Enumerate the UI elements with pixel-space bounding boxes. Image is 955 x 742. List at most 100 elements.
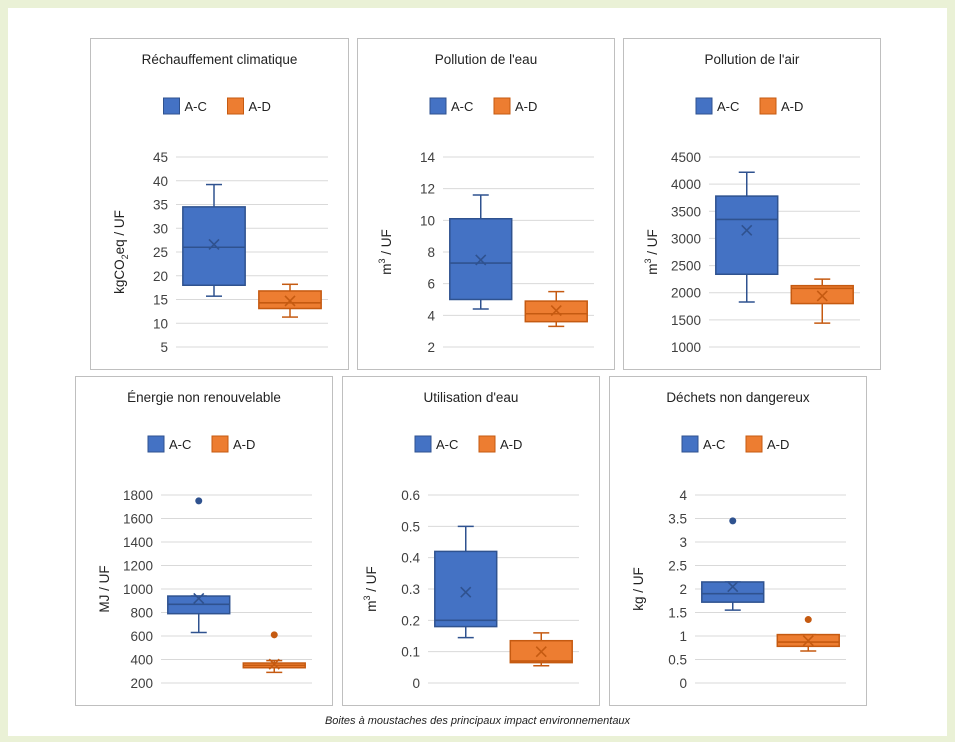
chart-title: Pollution de l'eau <box>435 52 537 67</box>
box-a-d <box>790 278 854 324</box>
outlier-point <box>270 631 278 639</box>
box-a-c <box>167 497 231 634</box>
legend-swatch-a-c <box>695 97 713 115</box>
y-tick-label: 1200 <box>123 559 153 574</box>
legend-label-a-d: A-D <box>767 437 789 452</box>
y-tick-label: 4000 <box>671 177 701 192</box>
y-tick-label: 8 <box>427 245 435 260</box>
box-iqr <box>449 218 513 301</box>
y-tick-label: 1600 <box>123 512 153 527</box>
legend-swatch-a-c <box>147 435 165 453</box>
y-axis-label: kgCO2eq / UF <box>112 210 130 294</box>
legend-swatch-a-d <box>493 97 511 115</box>
legend-label-a-d: A-D <box>233 437 255 452</box>
y-tick-label: 0.6 <box>401 488 420 503</box>
box-a-d <box>258 283 322 318</box>
chart-svg: Pollution de l'air A-C A-D 1000 1500 2000 2500… <box>643 52 860 355</box>
mean-marker <box>284 295 296 307</box>
chart-svg: Réchauffement climatique A-C A-D 5 10 15 20 25 3… <box>112 52 328 355</box>
mean-marker <box>535 646 547 658</box>
box-iqr <box>258 290 322 310</box>
y-tick-label: 25 <box>153 245 168 260</box>
y-tick-label: 4 <box>679 488 687 503</box>
y-axis-label: m3 / UF <box>643 229 660 275</box>
box-iqr <box>790 284 854 305</box>
box-a-d <box>776 616 840 652</box>
legend-swatch-a-d <box>478 435 496 453</box>
mean-marker <box>268 658 280 670</box>
legend-label-a-d: A-D <box>249 99 271 114</box>
outlier-point <box>729 517 737 525</box>
y-tick-label: 3500 <box>671 204 701 219</box>
chart-svg: Déchets non dangereux A-C A-D 0 0.5 1 1.5 2 2.5 3… <box>631 390 846 691</box>
y-tick-label: 4500 <box>671 150 701 165</box>
chart-svg: Pollution de l'eau A-C A-D 2 4 6 8 10 12 14 m3 / U… <box>377 52 594 355</box>
box-a-d <box>242 631 306 674</box>
y-tick-label: 12 <box>420 182 435 197</box>
y-tick-label: 0.4 <box>401 551 420 566</box>
y-tick-label: 45 <box>153 150 168 165</box>
legend-label-a-c: A-C <box>185 99 207 114</box>
y-tick-label: 0.3 <box>401 582 420 597</box>
mean-marker <box>475 254 487 266</box>
mean-marker <box>460 586 472 598</box>
mean-marker <box>741 224 753 236</box>
box-a-d <box>524 290 588 328</box>
chart-pollution-air: Pollution de l'air A-C A-D 1000 1500 2000 2500… <box>623 38 881 370</box>
legend-label-a-c: A-C <box>717 99 739 114</box>
chart-utilisation-eau: Utilisation d'eau A-C A-D 0 0.1 0.2 0.3 0.4 0.5 0… <box>342 376 600 706</box>
y-tick-label: 2 <box>679 582 687 597</box>
chart-pollution-eau: Pollution de l'eau A-C A-D 2 4 6 8 10 12 14 m3 / U… <box>357 38 615 370</box>
box-iqr <box>182 206 246 286</box>
y-tick-label: 35 <box>153 198 168 213</box>
y-tick-label: 0 <box>679 676 687 691</box>
box-iqr <box>715 195 779 276</box>
mean-marker <box>550 305 562 317</box>
y-tick-label: 0.5 <box>401 519 420 534</box>
box-a-c <box>701 517 765 611</box>
y-tick-label: 0.5 <box>668 653 687 668</box>
mean-marker <box>802 635 814 647</box>
y-tick-label: 1000 <box>671 340 701 355</box>
y-tick-label: 200 <box>130 676 153 691</box>
legend-swatch-a-c <box>429 97 447 115</box>
y-tick-label: 2.5 <box>668 559 687 574</box>
legend-label-a-d: A-D <box>515 99 537 114</box>
box-iqr <box>434 550 498 628</box>
chart-rechauffement-climatique: Réchauffement climatique A-C A-D 5 10 15 20 25 3… <box>90 38 349 370</box>
y-tick-label: 3.5 <box>668 512 687 527</box>
chart-svg: Utilisation d'eau A-C A-D 0 0.1 0.2 0.3 0.4 0.5 0… <box>362 390 579 691</box>
y-axis-label: kg / UF <box>631 567 646 611</box>
mean-marker <box>727 581 739 593</box>
legend-label-a-c: A-C <box>436 437 458 452</box>
outlier-point <box>804 616 812 624</box>
figure-caption: Boites à moustaches des principaux impac… <box>324 715 631 727</box>
legend-label-a-c: A-C <box>703 437 725 452</box>
legend-swatch-a-d <box>227 97 244 115</box>
y-tick-label: 3 <box>679 535 687 550</box>
legend-swatch-a-d <box>745 435 763 453</box>
y-tick-label: 600 <box>130 629 153 644</box>
y-tick-label: 30 <box>153 221 168 236</box>
chart-svg: Énergie non renouvelable A-C A-D 200 400 600 8… <box>97 390 312 691</box>
box-a-c <box>434 525 498 639</box>
y-tick-label: 2500 <box>671 259 701 274</box>
y-tick-label: 15 <box>153 293 168 308</box>
y-tick-label: 800 <box>130 606 153 621</box>
legend-swatch-a-c <box>163 97 180 115</box>
legend-swatch-a-d <box>759 97 777 115</box>
y-tick-label: 0.1 <box>401 645 420 660</box>
chart-energie-non-renouvelable: Énergie non renouvelable A-C A-D 200 400 600 8… <box>75 376 333 706</box>
y-tick-label: 1800 <box>123 488 153 503</box>
y-tick-label: 6 <box>427 277 435 292</box>
mean-marker <box>193 592 205 604</box>
y-tick-label: 10 <box>420 213 435 228</box>
mean-marker <box>816 290 828 302</box>
chart-dechets-non-dangereux: Déchets non dangereux A-C A-D 0 0.5 1 1.5 2 2.5 3… <box>609 376 867 706</box>
legend-swatch-a-c <box>414 435 432 453</box>
chart-title: Réchauffement climatique <box>142 52 298 67</box>
y-tick-label: 4 <box>427 308 435 323</box>
box-a-d <box>509 632 573 667</box>
legend-swatch-a-c <box>681 435 699 453</box>
box-a-c <box>449 194 513 310</box>
